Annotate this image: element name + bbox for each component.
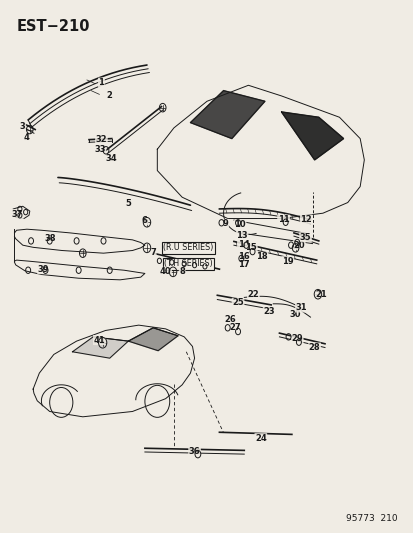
Text: 18: 18 <box>256 253 267 261</box>
Text: 35: 35 <box>299 233 311 241</box>
Text: 22: 22 <box>247 290 259 298</box>
Text: 19: 19 <box>281 257 293 265</box>
Text: 8: 8 <box>179 268 185 276</box>
Text: 32: 32 <box>95 135 107 144</box>
Text: (R.U SERIES): (R.U SERIES) <box>163 244 213 252</box>
Text: 1: 1 <box>98 78 104 87</box>
Text: 95773  210: 95773 210 <box>345 514 396 523</box>
Text: 23: 23 <box>263 308 274 316</box>
Text: 16: 16 <box>237 253 249 261</box>
Text: 21: 21 <box>314 290 326 298</box>
Text: 31: 31 <box>295 303 306 312</box>
Text: 6: 6 <box>142 216 147 224</box>
Text: 39: 39 <box>38 265 49 273</box>
Polygon shape <box>190 91 264 139</box>
Text: 26: 26 <box>223 316 235 324</box>
Text: 9: 9 <box>222 220 228 228</box>
Text: 30: 30 <box>288 310 300 319</box>
Text: 34: 34 <box>106 154 117 163</box>
Text: 14: 14 <box>237 240 249 248</box>
Text: 28: 28 <box>308 343 320 352</box>
Text: 25: 25 <box>232 298 243 307</box>
Text: 20: 20 <box>293 241 304 249</box>
Text: 12: 12 <box>300 215 311 224</box>
Text: 29: 29 <box>291 334 302 343</box>
Text: 33: 33 <box>94 145 106 154</box>
Text: 27: 27 <box>229 324 240 332</box>
Text: 10: 10 <box>234 221 245 229</box>
Text: 41: 41 <box>93 336 105 344</box>
Text: 40: 40 <box>159 268 171 276</box>
Polygon shape <box>72 337 128 358</box>
Polygon shape <box>128 328 178 351</box>
Text: 5: 5 <box>125 199 131 208</box>
Text: EST−210: EST−210 <box>17 19 90 34</box>
Text: 4: 4 <box>24 133 30 142</box>
Text: (T.H SERIES): (T.H SERIES) <box>164 260 212 268</box>
Text: 13: 13 <box>236 231 247 240</box>
Text: 2: 2 <box>107 92 112 100</box>
Text: 17: 17 <box>237 261 249 269</box>
Text: 11: 11 <box>277 215 289 224</box>
Text: 3: 3 <box>20 123 26 131</box>
Text: 37: 37 <box>12 210 23 219</box>
Text: 15: 15 <box>245 244 256 252</box>
Polygon shape <box>281 112 343 160</box>
Text: 7: 7 <box>150 248 156 256</box>
Text: 36: 36 <box>188 448 200 456</box>
Text: 38: 38 <box>45 234 56 243</box>
Text: 24: 24 <box>254 434 266 442</box>
